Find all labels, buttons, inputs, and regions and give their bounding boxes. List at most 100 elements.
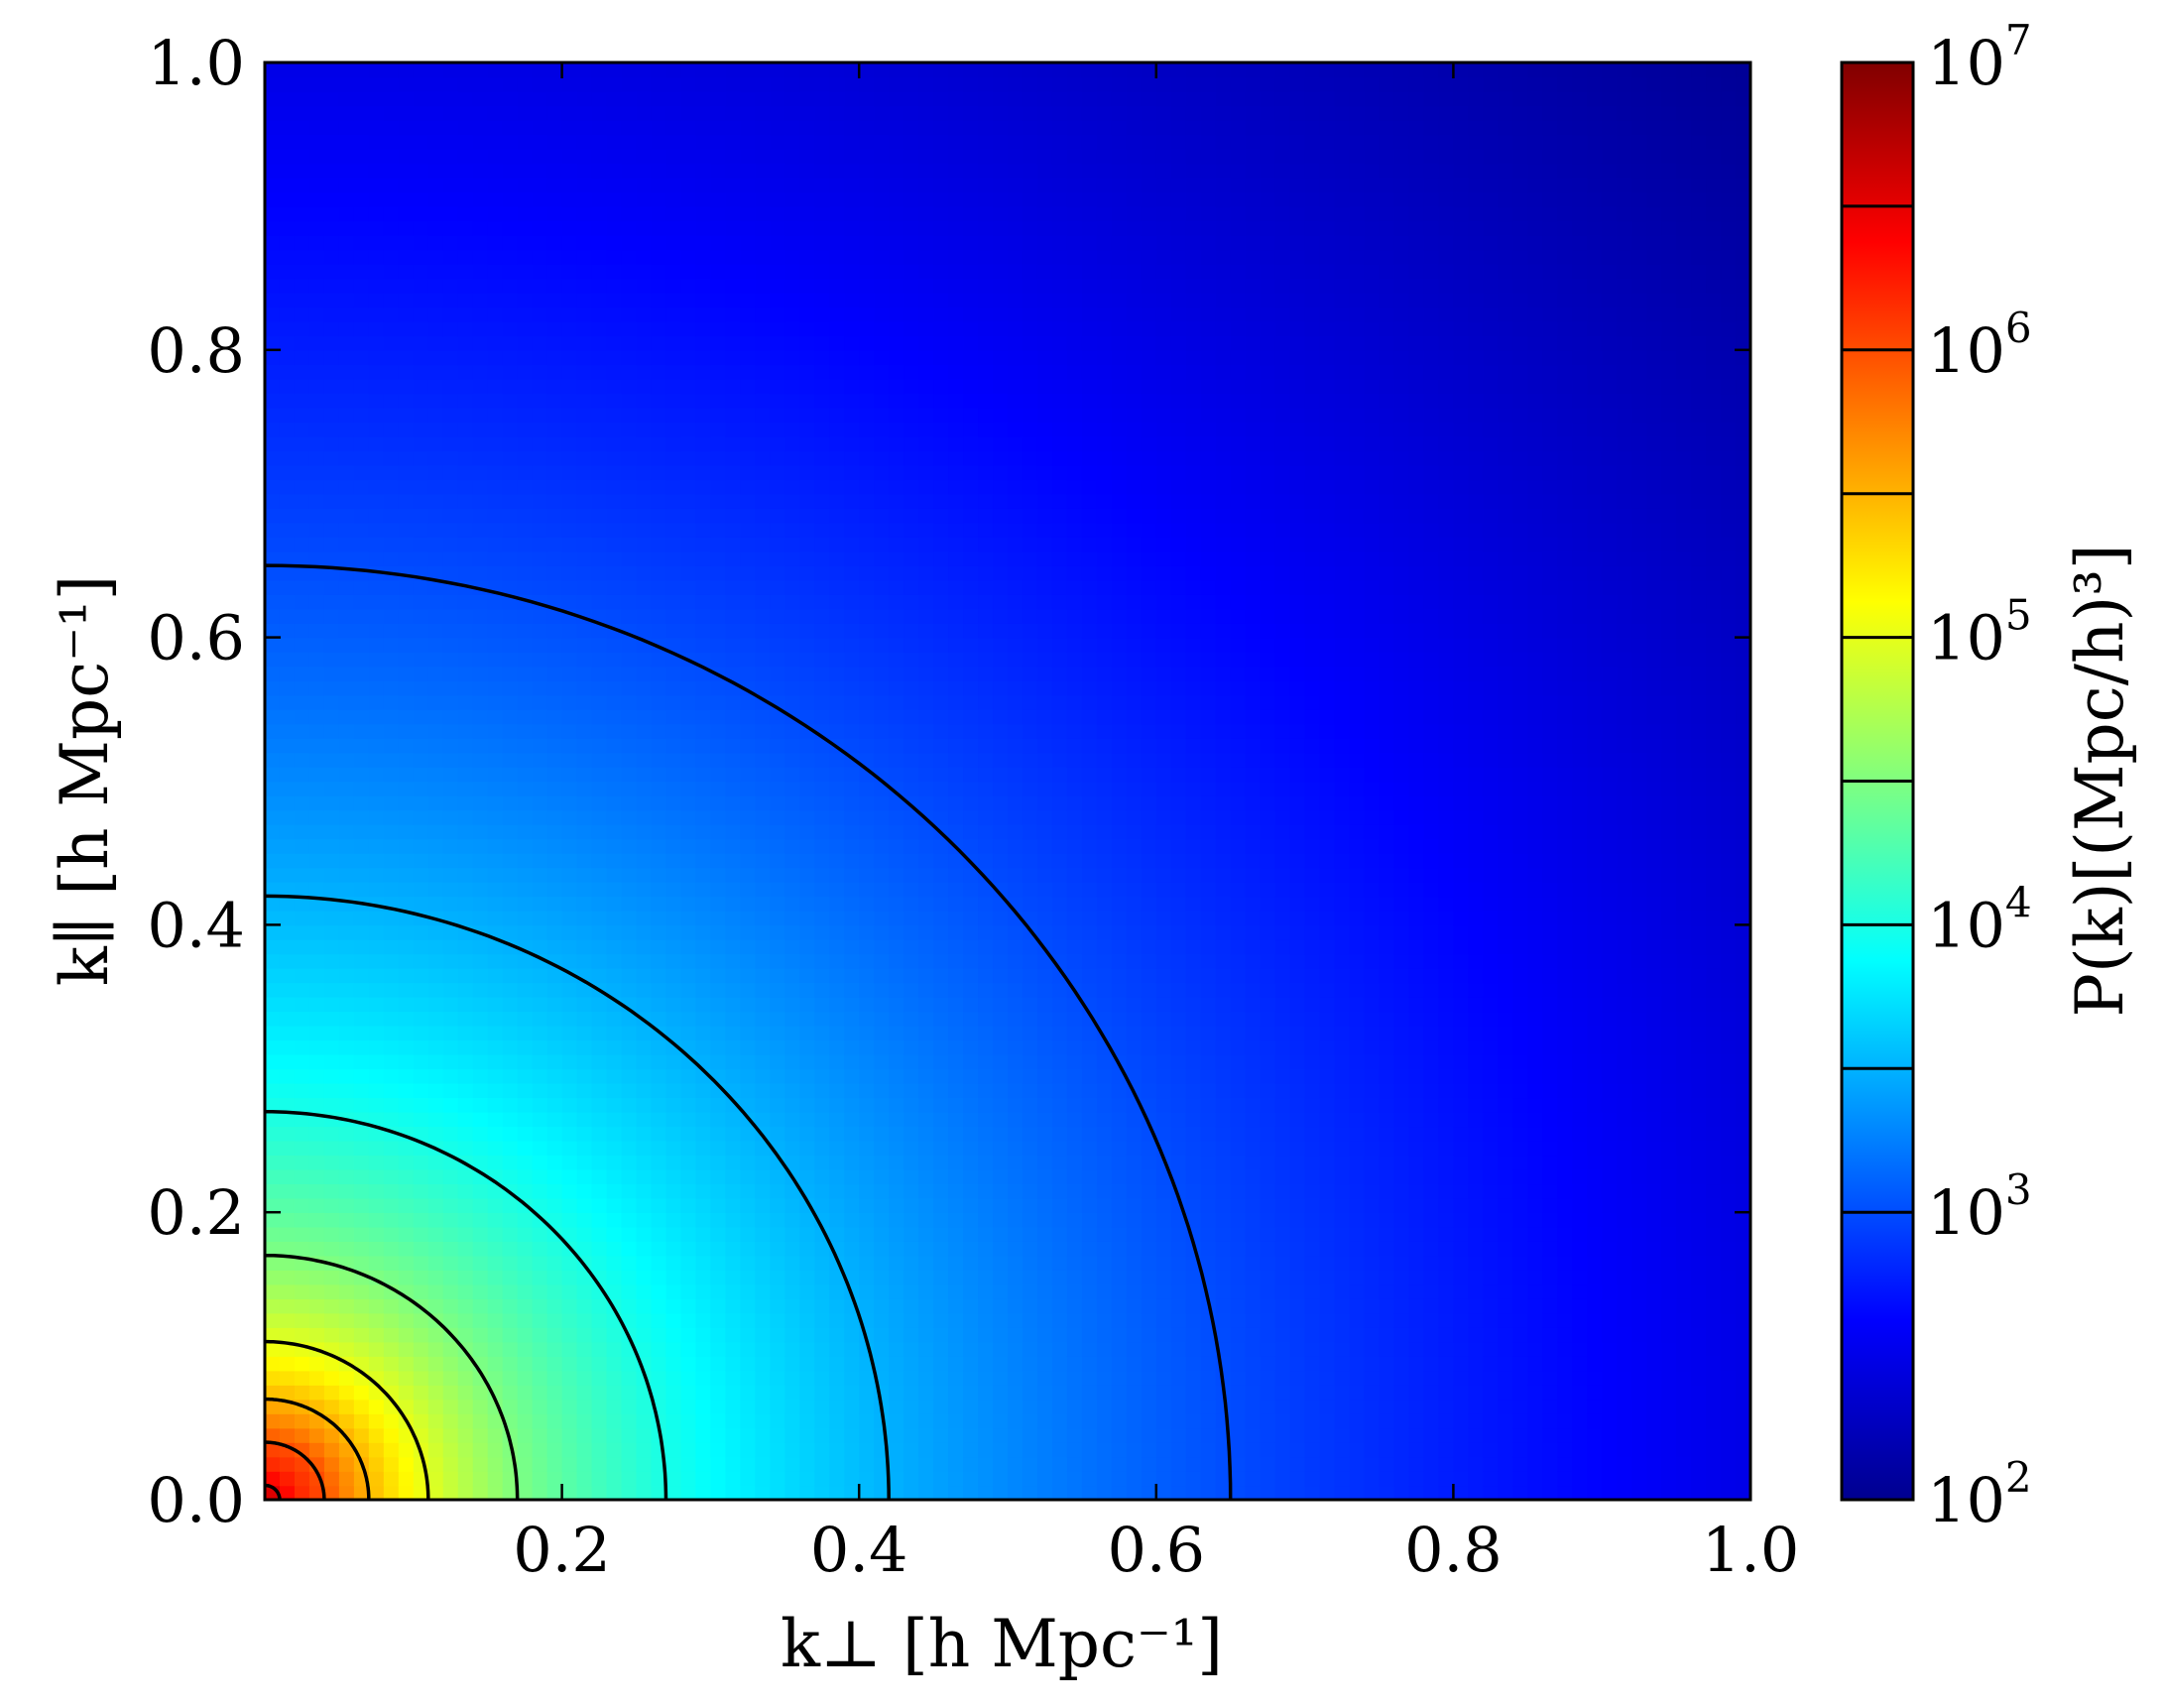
heatmap-cell <box>338 823 355 840</box>
heatmap-cell <box>561 752 578 768</box>
heatmap-cell <box>829 953 846 969</box>
heatmap-cell <box>770 1298 786 1314</box>
heatmap-cell <box>755 1255 772 1271</box>
heatmap-cell <box>308 349 325 366</box>
heatmap-cell <box>903 1226 919 1242</box>
heatmap-cell <box>814 1111 831 1128</box>
heatmap-cell <box>948 881 964 898</box>
heatmap-cell <box>755 479 772 495</box>
heatmap-cell <box>740 134 757 150</box>
heatmap-cell <box>606 62 623 78</box>
heatmap-cell <box>859 852 875 869</box>
heatmap-cell <box>308 205 325 222</box>
heatmap-cell <box>814 76 831 92</box>
heatmap-cell <box>710 522 727 538</box>
heatmap-cell <box>442 738 459 754</box>
heatmap-cell <box>427 163 444 179</box>
heatmap-cell <box>889 205 904 222</box>
heatmap-cell <box>740 105 757 121</box>
heatmap-cell <box>755 896 772 912</box>
heatmap-cell <box>308 163 325 179</box>
heatmap-cell <box>889 594 904 610</box>
heatmap-cell <box>591 652 608 668</box>
heatmap-cell <box>427 809 444 825</box>
heatmap-cell <box>576 249 593 265</box>
heatmap-cell <box>427 738 444 754</box>
heatmap-cell <box>844 565 860 581</box>
heatmap-cell <box>665 378 682 395</box>
heatmap-cell <box>457 1427 474 1443</box>
heatmap-cell <box>368 148 385 165</box>
heatmap-cell <box>591 1255 608 1271</box>
heatmap-cell <box>457 435 474 452</box>
heatmap-cell <box>889 1413 904 1429</box>
heatmap-cell <box>457 1126 474 1142</box>
heatmap-cell <box>710 205 727 222</box>
heatmap-cell <box>680 1241 697 1257</box>
heatmap-cell <box>799 90 816 107</box>
heatmap-cell <box>948 896 964 912</box>
heatmap-cell <box>383 148 400 165</box>
heatmap-cell <box>561 867 578 883</box>
heatmap-cell <box>933 1442 949 1458</box>
heatmap-cell <box>279 1485 296 1500</box>
heatmap-cell <box>844 320 860 337</box>
heatmap-cell <box>576 996 593 1013</box>
heatmap-cell <box>725 1370 742 1386</box>
heatmap-cell <box>755 522 772 538</box>
heatmap-cell <box>487 1312 504 1328</box>
heatmap-cell <box>814 1155 831 1170</box>
heatmap-cell <box>740 278 757 294</box>
heatmap-cell <box>651 881 667 898</box>
heatmap-cell <box>799 1370 816 1386</box>
heatmap-cell <box>502 767 519 783</box>
heatmap-cell <box>442 938 459 955</box>
heatmap-cell <box>770 1356 786 1372</box>
heatmap-cell <box>918 550 934 566</box>
heatmap-cell <box>636 349 653 366</box>
heatmap-cell <box>413 953 429 969</box>
heatmap-cell <box>502 1111 519 1128</box>
heatmap-cell <box>918 464 934 481</box>
heatmap-cell <box>978 537 994 552</box>
heatmap-cell <box>874 435 890 452</box>
heatmap-cell <box>265 680 281 696</box>
heatmap-cell <box>576 422 593 437</box>
heatmap-cell <box>398 1197 415 1213</box>
heatmap-cell <box>978 709 994 725</box>
heatmap-cell <box>517 1442 534 1458</box>
heatmap-cell <box>740 709 757 725</box>
heatmap-cell <box>265 1097 281 1113</box>
heatmap-cell <box>903 953 919 969</box>
heatmap-cell <box>874 1155 890 1170</box>
heatmap-cell <box>265 220 281 236</box>
heatmap-cell <box>546 508 563 524</box>
heatmap-cell <box>963 623 979 639</box>
heatmap-cell <box>413 1312 429 1328</box>
heatmap-cell <box>695 1298 712 1314</box>
heatmap-cell <box>695 953 712 969</box>
heatmap-cell <box>680 1111 697 1128</box>
heatmap-cell <box>889 637 904 653</box>
heatmap-cell <box>859 1126 875 1142</box>
heatmap-cell <box>874 263 890 280</box>
heatmap-cell <box>829 594 846 610</box>
heatmap-cell <box>353 62 370 78</box>
heatmap-cell <box>502 479 519 495</box>
heatmap-cell <box>978 407 994 424</box>
heatmap-cell <box>457 1255 474 1271</box>
heatmap-cell <box>606 1212 623 1228</box>
heatmap-cell <box>532 234 548 251</box>
heatmap-cell <box>755 134 772 150</box>
heatmap-cell <box>576 709 593 725</box>
heatmap-cell <box>413 479 429 495</box>
heatmap-cell <box>859 306 875 322</box>
heatmap-cell <box>859 550 875 566</box>
heatmap-cell <box>413 335 429 351</box>
heatmap-cell <box>903 1053 919 1070</box>
heatmap-cell <box>933 1082 949 1099</box>
heatmap-cell <box>784 694 801 710</box>
heatmap-cell <box>338 967 355 984</box>
heatmap-cell <box>487 249 504 265</box>
heatmap-cell <box>636 781 653 796</box>
